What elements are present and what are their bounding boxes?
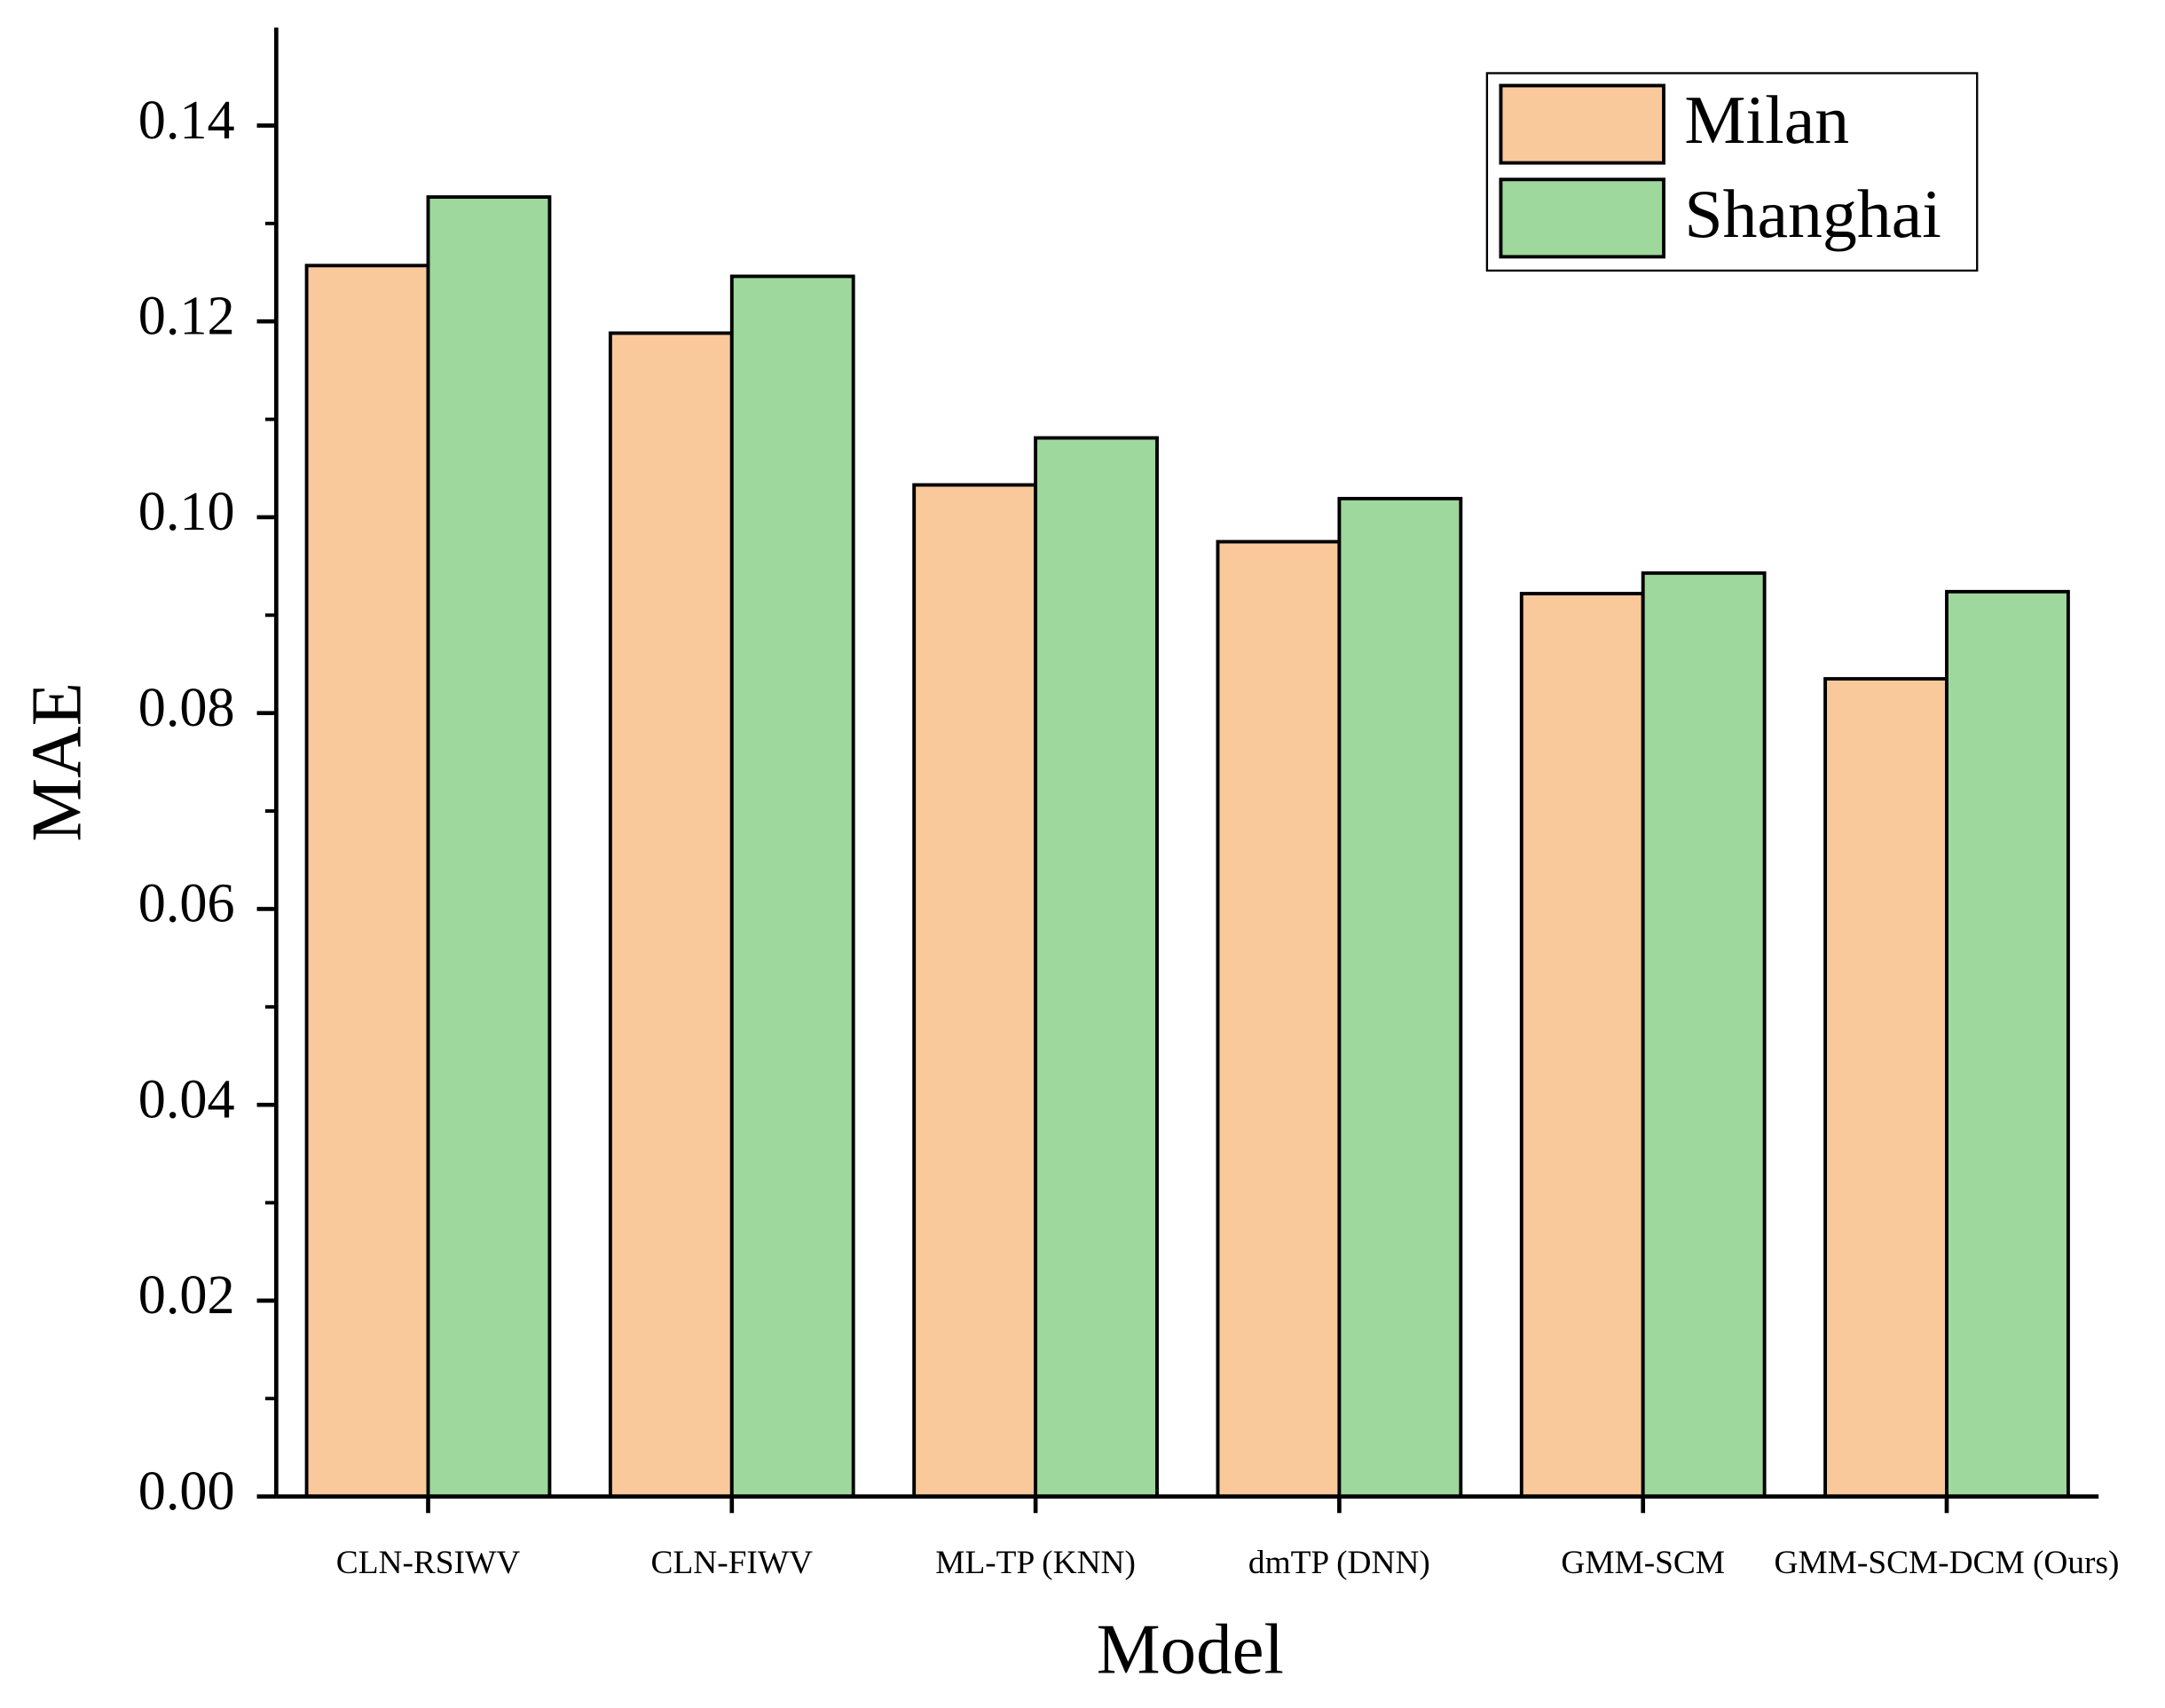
bar — [1823, 677, 1948, 1499]
bar — [304, 264, 430, 1499]
legend-label: Milan — [1684, 82, 1849, 158]
y-tick-label: 0.14 — [138, 91, 235, 151]
bar — [1641, 571, 1767, 1499]
x-tick-label: GMM-SCM — [1561, 1545, 1725, 1581]
x-tick-label: GMM-SCM-DCM (Ours) — [1775, 1545, 2120, 1581]
y-tick-label: 0.06 — [138, 874, 235, 934]
y-axis-title: MAE — [17, 682, 96, 842]
x-tick-label: dmTP (DNN) — [1248, 1545, 1430, 1581]
bar — [912, 483, 1038, 1499]
x-tick-label: ML-TP (KNN) — [935, 1545, 1136, 1581]
bar — [1034, 436, 1159, 1499]
x-tick-label: CLN-RSIWV — [336, 1545, 520, 1581]
bar — [426, 195, 552, 1499]
bar — [1337, 497, 1463, 1499]
legend-swatch — [1499, 83, 1665, 165]
bar — [729, 274, 855, 1499]
y-tick-label: 0.04 — [138, 1069, 235, 1129]
y-tick-label: 0.02 — [138, 1265, 235, 1326]
y-tick-label: 0.00 — [138, 1461, 235, 1522]
bar — [1945, 589, 2070, 1499]
x-axis-title: Model — [1097, 1610, 1284, 1689]
bar — [1216, 539, 1342, 1499]
bar — [608, 331, 734, 1499]
y-tick-label: 0.10 — [138, 482, 235, 542]
bar — [1519, 592, 1645, 1499]
legend-swatch — [1499, 177, 1665, 259]
x-tick-label: CLN-FIWV — [651, 1545, 814, 1581]
legend-label: Shanghai — [1684, 176, 1941, 252]
y-tick-label: 0.12 — [138, 286, 235, 346]
y-tick-label: 0.08 — [138, 678, 235, 738]
